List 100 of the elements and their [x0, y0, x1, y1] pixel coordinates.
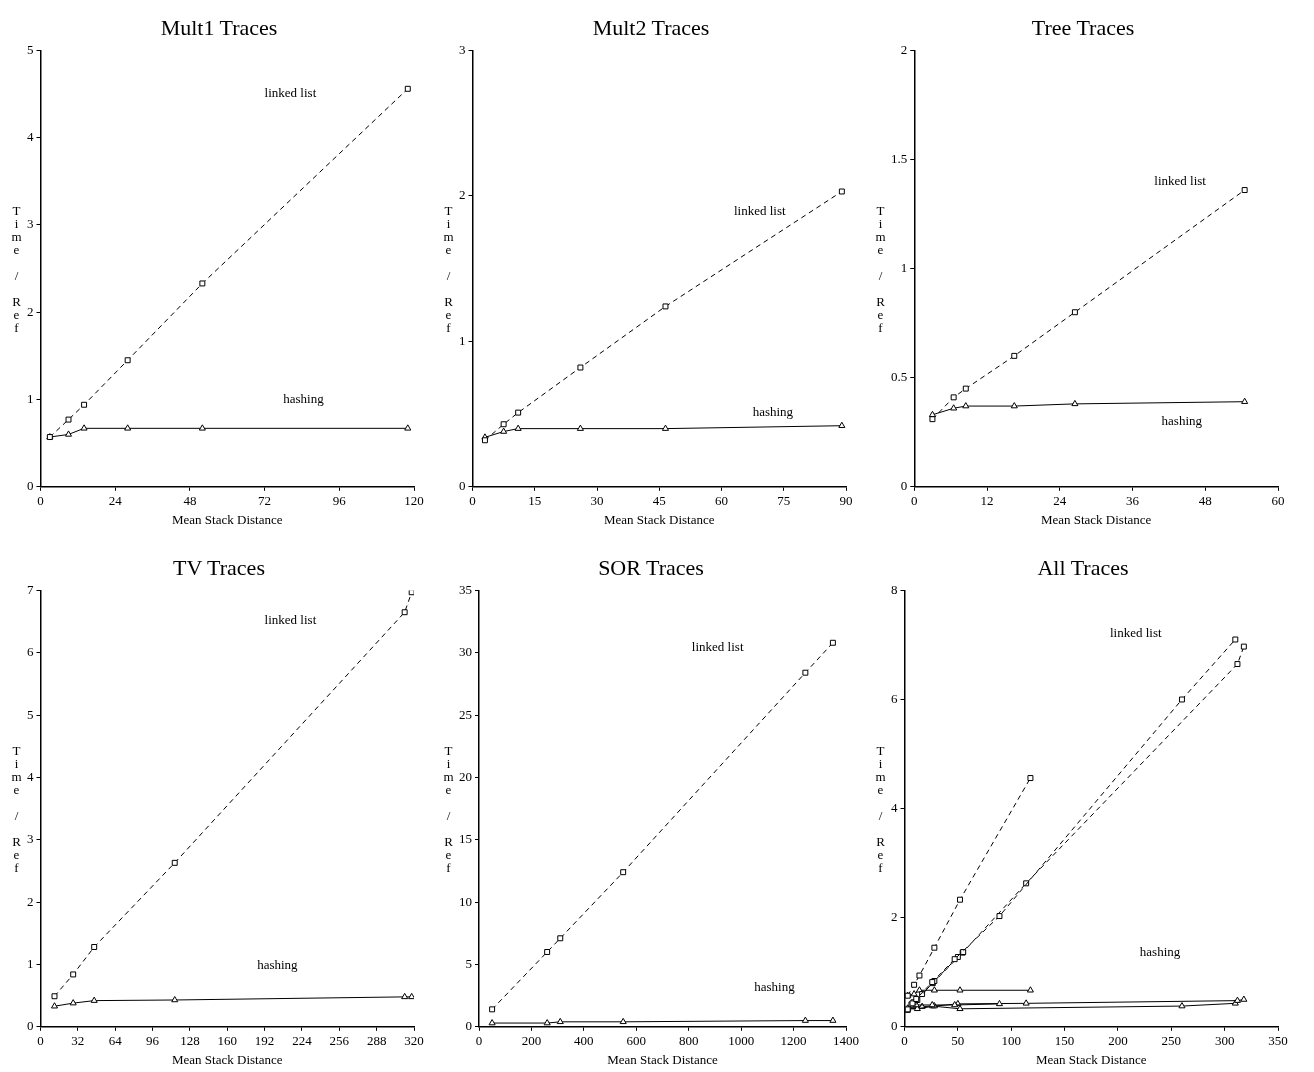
- x-tick-label: 1000: [728, 1033, 755, 1049]
- y-tick-label: 0: [459, 478, 466, 494]
- y-tick-label: 4: [27, 768, 34, 784]
- x-tick-label: 12: [980, 493, 994, 509]
- annotation: linked list: [1154, 172, 1207, 188]
- x-tick-label: 45: [652, 493, 666, 509]
- y-tick-label: 5: [27, 706, 34, 722]
- x-tick-label: 0: [475, 1033, 483, 1049]
- y-tick-label: 2: [900, 41, 908, 57]
- y-tick-label: 0: [465, 1018, 472, 1034]
- y-tick-label: 1: [900, 260, 908, 276]
- y-tick-label: 5: [465, 955, 472, 971]
- x-tick-label: 60: [715, 493, 728, 509]
- y-tick-label: 0: [900, 478, 908, 494]
- x-tick-label: 15: [528, 493, 542, 509]
- y-axis-title: Time / Ref: [872, 743, 888, 873]
- y-axis-title: Time / Ref: [8, 203, 24, 333]
- y-axis-title: Time / Ref: [440, 203, 456, 333]
- y-tick-label: 6: [891, 690, 898, 706]
- x-tick-label: 30: [590, 493, 604, 509]
- y-tick-label: 4: [891, 800, 898, 816]
- y-tick-label: 2: [27, 303, 34, 319]
- x-tick-label: 24: [1053, 493, 1067, 509]
- x-tick-label: 0: [37, 493, 44, 509]
- x-tick-label: 400: [574, 1033, 594, 1049]
- x-tick-label: 75: [777, 493, 791, 509]
- y-tick-label: 6: [27, 644, 34, 660]
- y-tick-label: 7: [27, 581, 34, 597]
- x-tick-label: 36: [1126, 493, 1140, 509]
- x-tick-label: 256: [329, 1033, 350, 1049]
- x-tick-label: 150: [1054, 1033, 1075, 1049]
- y-axis-title: Time / Ref: [440, 743, 456, 873]
- x-axis-title: Mean Stack Distance: [1036, 1051, 1147, 1067]
- x-tick-label: 0: [37, 1033, 44, 1049]
- x-tick-label: 320: [404, 1033, 424, 1049]
- annotation: hashing: [1161, 412, 1203, 428]
- x-tick-label: 300: [1214, 1033, 1235, 1049]
- x-tick-label: 224: [292, 1033, 313, 1049]
- x-axis-title: Mean Stack Distance: [172, 1051, 283, 1067]
- chart-title: All Traces: [1037, 554, 1129, 580]
- x-tick-label: 128: [180, 1033, 200, 1049]
- x-tick-label: 48: [1198, 493, 1212, 509]
- annotation: hashing: [752, 404, 794, 420]
- chart-title: Mult1 Traces: [160, 14, 278, 40]
- y-axis-title: Time / Ref: [8, 743, 24, 873]
- x-tick-label: 32: [71, 1033, 85, 1049]
- x-tick-label: 160: [217, 1033, 237, 1049]
- y-tick-label: 1: [459, 332, 466, 348]
- chart-title: SOR Traces: [598, 554, 704, 580]
- annotation: linked list: [264, 612, 317, 628]
- y-tick-label: 4: [27, 129, 34, 145]
- x-tick-label: 96: [146, 1033, 160, 1049]
- x-tick-label: 0: [911, 493, 918, 509]
- y-tick-label: 15: [459, 831, 472, 847]
- annotation: hashing: [257, 957, 299, 973]
- annotation: linked list: [1109, 625, 1162, 641]
- annotation: linked list: [691, 638, 744, 654]
- x-axis-title: Mean Stack Distance: [607, 1051, 718, 1067]
- y-tick-label: 1.5: [891, 150, 908, 166]
- chart-title: TV Traces: [173, 554, 265, 580]
- y-tick-label: 3: [459, 41, 466, 57]
- x-tick-label: 100: [1001, 1033, 1021, 1049]
- y-tick-label: 5: [27, 41, 34, 57]
- x-tick-label: 60: [1271, 493, 1285, 509]
- x-tick-label: 350: [1268, 1033, 1288, 1049]
- y-tick-label: 1: [27, 955, 34, 971]
- y-tick-label: 2: [891, 909, 898, 925]
- y-axis-title: Time / Ref: [872, 203, 888, 333]
- chart-title: Tree Traces: [1031, 14, 1135, 40]
- x-tick-label: 50: [951, 1033, 965, 1049]
- x-tick-label: 120: [404, 493, 424, 509]
- annotation: hashing: [754, 978, 796, 994]
- x-tick-label: 200: [1108, 1033, 1128, 1049]
- x-tick-label: 1400: [833, 1033, 859, 1049]
- y-tick-label: 2: [459, 187, 466, 203]
- x-tick-label: 192: [254, 1033, 275, 1049]
- y-tick-label: 0: [27, 478, 34, 494]
- annotation: linked list: [264, 85, 317, 101]
- y-tick-label: 3: [27, 831, 34, 847]
- chart-title: Mult2 Traces: [592, 14, 710, 40]
- x-tick-label: 64: [108, 1033, 123, 1049]
- y-tick-label: 8: [891, 581, 898, 597]
- y-tick-label: 0: [27, 1018, 34, 1034]
- x-tick-label: 1200: [780, 1033, 807, 1049]
- y-tick-label: 30: [459, 644, 472, 660]
- x-axis-title: Mean Stack Distance: [1040, 511, 1152, 527]
- x-axis-title: Mean Stack Distance: [604, 511, 715, 527]
- x-axis-title: Mean Stack Distance: [172, 511, 283, 527]
- x-tick-label: 24: [108, 493, 123, 509]
- y-tick-label: 25: [459, 706, 472, 722]
- y-tick-label: 2: [27, 893, 34, 909]
- y-tick-label: 0.5: [891, 369, 908, 385]
- annotation: hashing: [283, 390, 325, 406]
- y-tick-label: 35: [459, 581, 472, 597]
- annotation: linked list: [733, 203, 786, 219]
- y-tick-label: 20: [459, 768, 472, 784]
- y-tick-label: 0: [891, 1018, 898, 1034]
- x-tick-label: 90: [839, 493, 853, 509]
- x-tick-label: 96: [332, 493, 347, 509]
- x-tick-label: 288: [366, 1033, 387, 1049]
